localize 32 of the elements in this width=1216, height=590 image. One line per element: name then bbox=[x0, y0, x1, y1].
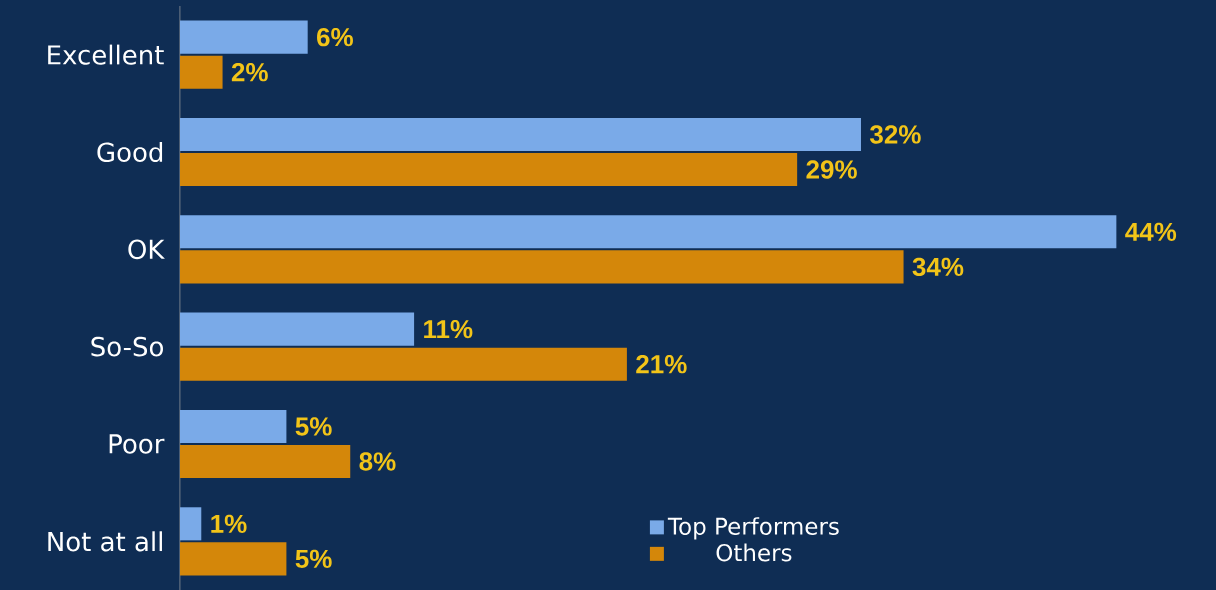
bar bbox=[180, 507, 202, 541]
bar bbox=[180, 542, 287, 576]
data-label: 21% bbox=[636, 355, 687, 374]
data-label: 2% bbox=[231, 63, 268, 82]
bar bbox=[180, 312, 415, 346]
data-label: 29% bbox=[806, 160, 857, 179]
bar bbox=[180, 152, 798, 187]
bar bbox=[180, 250, 904, 284]
y-tick-label: Not at all bbox=[48, 531, 162, 552]
y-tick-label: Excellent bbox=[48, 44, 164, 65]
data-label: 5% bbox=[295, 549, 332, 569]
bar bbox=[180, 55, 223, 89]
data-label: 5% bbox=[295, 417, 332, 436]
y-tick-label: OK bbox=[128, 239, 165, 260]
y-tick-label: Poor bbox=[109, 434, 165, 454]
y-tick-label: Good bbox=[97, 141, 163, 163]
data-label: 34% bbox=[912, 257, 964, 277]
bar bbox=[180, 444, 351, 479]
data-label: 11% bbox=[424, 320, 473, 339]
bar bbox=[180, 117, 861, 152]
legend-label: Top Performers bbox=[667, 517, 839, 540]
data-label: 1% bbox=[211, 514, 247, 533]
data-label: 8% bbox=[359, 452, 396, 471]
bar bbox=[180, 20, 308, 54]
data-label: 6% bbox=[317, 27, 353, 47]
data-label: 44% bbox=[1125, 222, 1177, 241]
data-label: 32% bbox=[869, 125, 921, 144]
bar bbox=[180, 409, 287, 444]
bar bbox=[180, 215, 1117, 249]
bar bbox=[180, 347, 627, 381]
y-tick-label: So-So bbox=[91, 336, 163, 357]
legend-label: Others bbox=[716, 543, 792, 562]
